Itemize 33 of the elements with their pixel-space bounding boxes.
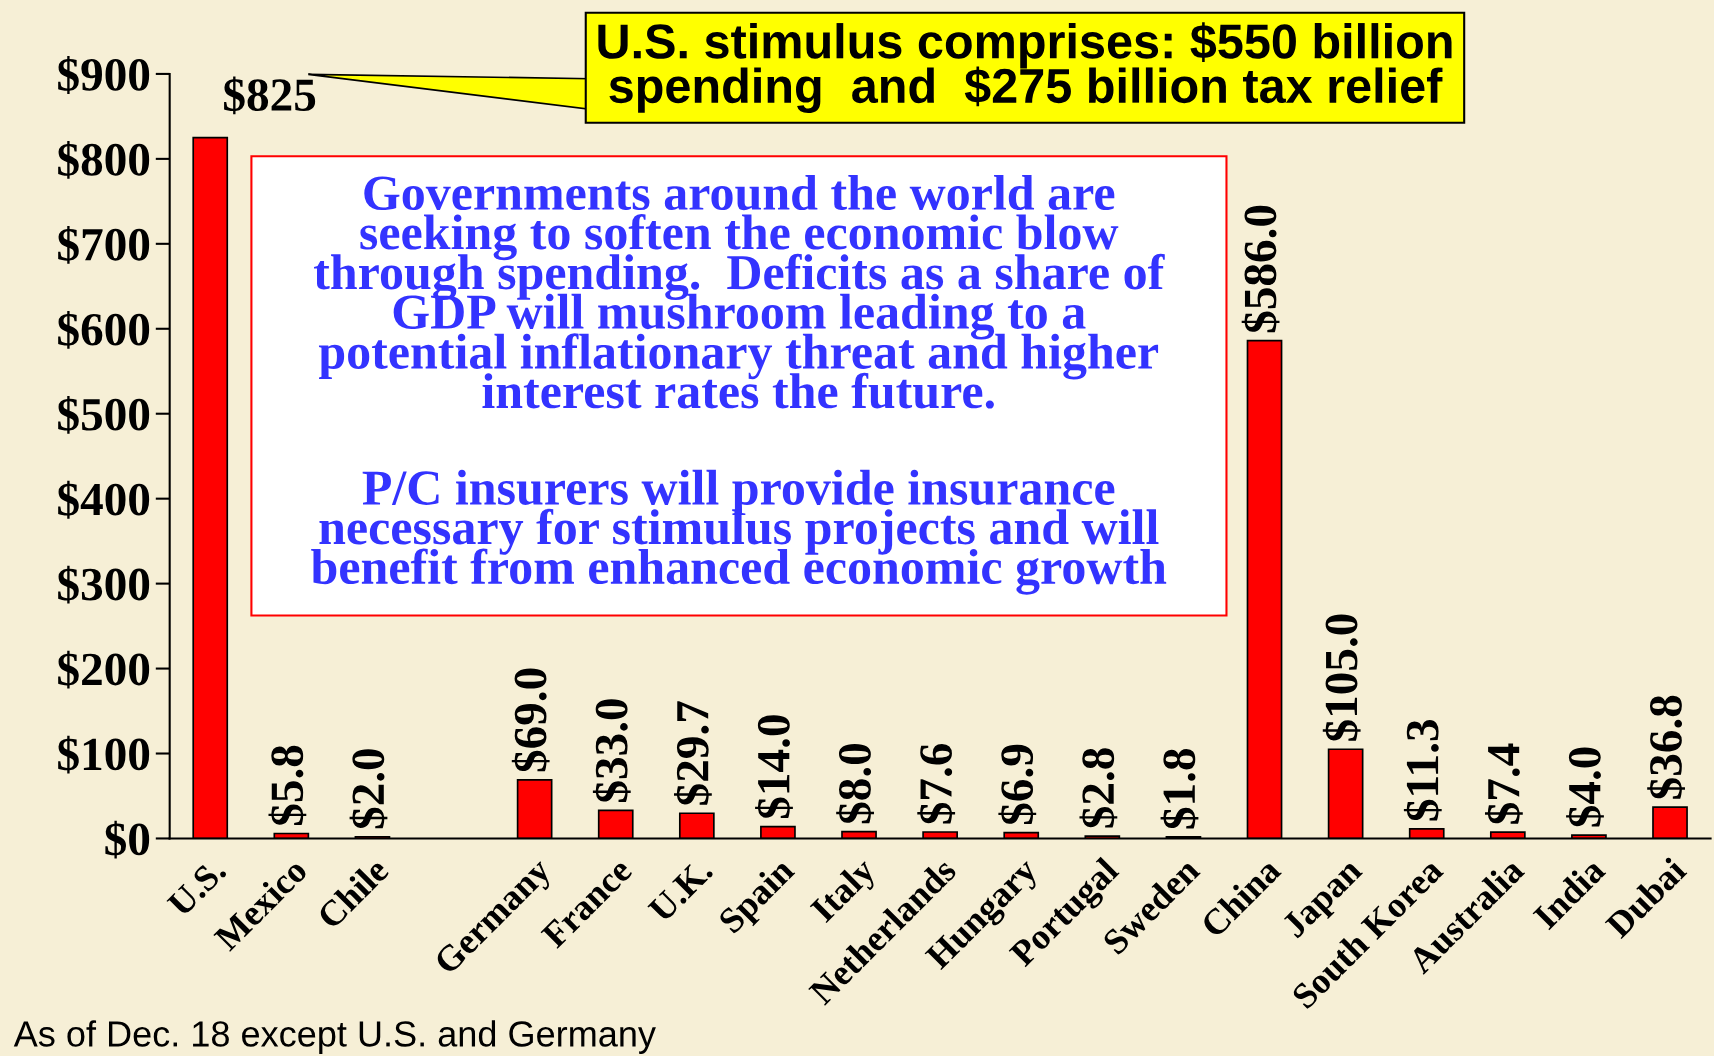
data-label: $7.4: [1484, 743, 1523, 824]
annotation: U.S. stimulus comprises: $550 billion spending and $275 billion tax relief: [598, 22, 1452, 113]
x-tick-label: U.K.: [647, 857, 714, 924]
y-tick-label: $0: [105, 820, 150, 859]
y-tick-label: $500: [58, 395, 150, 434]
y-tick-label: $700: [58, 226, 150, 264]
y-tick-label: $100: [58, 735, 150, 774]
data-label: $36.8: [1647, 695, 1685, 799]
y-tick-label: $400: [58, 480, 150, 519]
data-label: $7.6: [917, 743, 956, 824]
data-label: $1.8: [1160, 749, 1199, 829]
data-label: $29.7: [673, 701, 712, 805]
data-label: $825: [224, 76, 316, 115]
data-label: $2.0: [349, 749, 388, 829]
y-tick-label: $900: [58, 56, 150, 94]
data-label: $8.0: [836, 744, 874, 824]
y-tick-label: $800: [58, 141, 150, 179]
data-label: $14.0: [755, 715, 793, 819]
data-label: $69.0: [511, 668, 550, 772]
y-tick-label: $600: [58, 310, 150, 349]
y-tick-label: $200: [58, 650, 150, 689]
data-label: $11.3: [1403, 720, 1442, 821]
data-label: $586.0: [1241, 205, 1280, 333]
data-label: $4.0: [1566, 747, 1604, 827]
data-label: $2.8: [1079, 748, 1118, 828]
data-label: $33.0: [592, 699, 631, 802]
text: As of Dec. 18 except U.S. and Germany: [13, 1020, 656, 1054]
data-label: $105.0: [1322, 614, 1361, 741]
annotation: P/C insurers will provide insurance necessary for stimulus projects and will benefit from enhanced economic growth: [311, 469, 1167, 595]
y-tick-label: $300: [58, 565, 150, 604]
data-label: $6.9: [998, 744, 1037, 825]
data-label: $5.8: [268, 745, 307, 826]
annotation: Governments around the world are seeking to soften the economic blow through spending. Deficits as a share of GDP will mushroom leading to a potential inflationary threat and higher interest rates the future.: [314, 174, 1165, 409]
